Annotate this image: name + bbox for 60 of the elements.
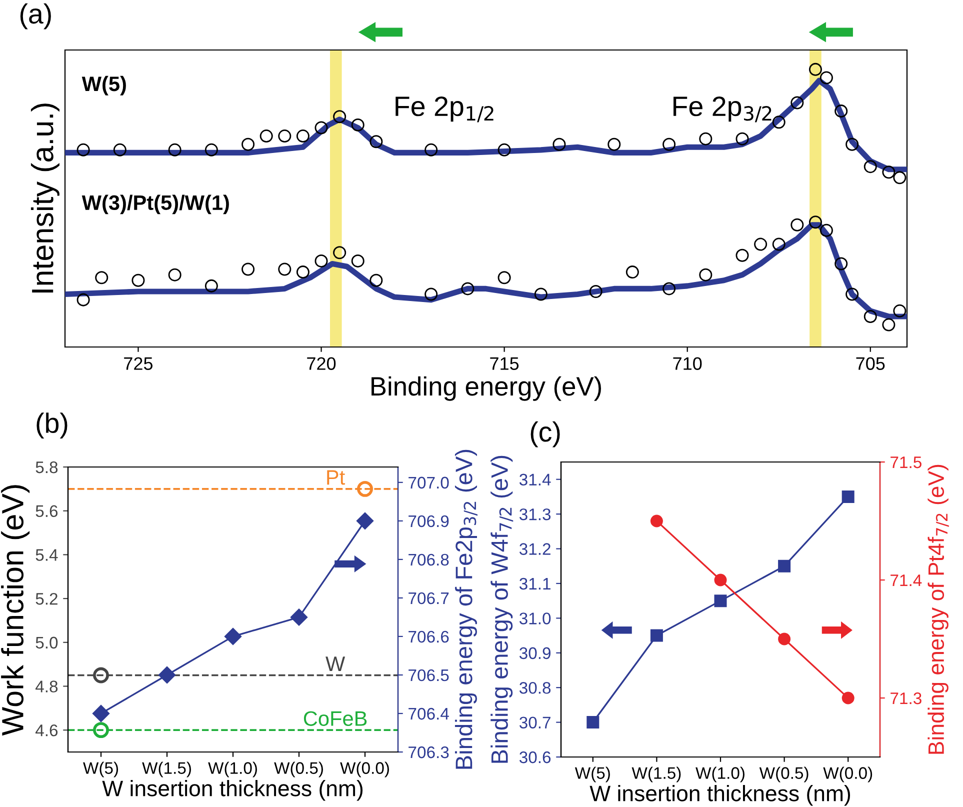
x-tick-label: W(1.0) [208,762,257,778]
y2-tick-label: 706.6 [408,630,449,643]
annotation: Fe 2p$_{1/2}$ [396,96,494,122]
annotation: W(5) [82,76,126,96]
y-tick-label: 5.0 [36,636,58,649]
x-tick-label: 720 [307,357,336,370]
annotation: W(3)/Pt(5)/W(1) [82,194,229,214]
x-tick-label: W(1.5) [142,762,191,778]
x-axis-title: Binding energy (eV) [372,376,601,401]
y2-tick-label: 706.4 [408,708,449,720]
x-tick-label: W(0.0) [823,766,872,782]
y2-axis-title: Binding energy of Fe2p$_{3/2}$ (eV) [454,450,478,769]
y-tick-label: 5.8 [36,461,58,474]
y-tick-label: 5.6 [36,505,58,518]
y-tick-label: 30.6 [519,751,551,764]
ref-line-label: W [326,656,346,671]
y2-tick-label: 706.5 [408,669,449,682]
y-tick-label: 30.8 [519,682,551,694]
y2-tick-label: 71.4 [890,574,922,586]
x-tick-label: W(5) [83,762,118,778]
x-tick-label: W(5) [574,766,610,782]
x-tick-label: 725 [124,357,153,370]
y2-axis-title: Binding energy of Pt4f$_{7/2}$ (eV) [928,464,949,754]
y-axis-title: Intensity (a.u.) [30,104,60,292]
x-tick-label: W(0.5) [759,766,808,782]
x-tick-label: W(0.0) [340,762,389,778]
y2-tick-label: 706.8 [408,554,449,566]
x-tick-label: 710 [673,357,702,370]
x-tick-label: W(1.0) [696,766,744,782]
x-tick-label: 715 [490,357,519,370]
ref-line-label: CoFeB [304,711,367,726]
ref-line-label: Pt [327,470,345,485]
x-tick-label: 705 [856,357,885,370]
x-axis-title: W insertion thickness (nm) [590,785,850,806]
y-tick-label: 4.6 [35,724,58,736]
y-tick-label: 30.7 [519,716,550,728]
y-tick-label: 31.2 [519,543,550,555]
chart-title: (a) [20,3,51,30]
y-axis-title: Work function (eV) [1,485,30,736]
y-tick-label: 30.9 [519,647,550,660]
y2-tick-label: 706.7 [408,592,449,604]
y2-tick-label: 71.3 [890,692,922,704]
y-axis-title: Binding energy of W4f$_{7/2}$ (eV) [490,456,514,763]
x-tick-label: W(0.5) [274,762,323,778]
chart-title: (b) [36,412,68,438]
y-tick-label: 31.4 [519,474,551,486]
y-tick-label: 31.0 [519,612,551,624]
x-axis-title: W insertion thickness (nm) [102,780,363,801]
y-tick-label: 5.2 [36,592,58,605]
chart-title: (c) [530,421,560,448]
y2-tick-label: 707.0 [408,476,449,489]
y-tick-label: 4.8 [35,680,58,692]
y-tick-label: 5.4 [36,549,58,561]
y2-tick-label: 706.9 [408,515,449,528]
y-tick-label: 31.1 [519,578,550,590]
y2-tick-label: 706.3 [408,746,449,758]
annotation: Fe 2p$_{3/2}$ [674,96,772,122]
y-tick-label: 31.3 [519,508,551,520]
y2-tick-label: 71.5 [890,456,922,468]
x-tick-label: W(1.5) [632,766,681,782]
